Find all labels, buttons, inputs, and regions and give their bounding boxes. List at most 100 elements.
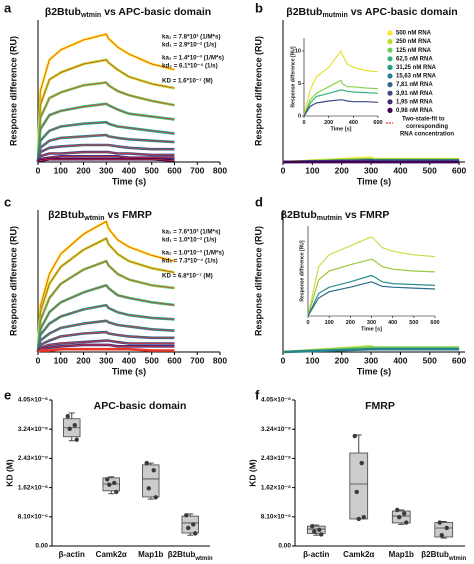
x-tick-label: 800 [213,355,227,365]
legend-marker [387,82,393,88]
panel-title: β2Btubmutmin vs APC-basic domain [286,6,457,20]
data-point [184,513,189,518]
x-tick-label: 400 [393,355,407,365]
x-tick-label: Camk2α [343,550,374,559]
data-point [404,520,409,525]
data-point [437,520,442,525]
title-part: β2Btub [281,209,317,221]
data-line [307,281,436,317]
data-point [317,527,322,532]
box [142,464,160,498]
x-tick-label: 800 [213,165,227,175]
legend-label: 15,63 nM RNA [396,74,437,80]
annotation: kd₁ = 1.0*10⁻² (1/s) [162,237,217,244]
fit-line [37,59,175,163]
data-line [303,50,379,117]
x-tick-label: β2Btubwtmin [168,550,213,561]
x-tick-label: 700 [190,165,204,175]
y-axis-label: Response difference [RU] [290,46,296,107]
panel-label: b [255,0,263,15]
panel-title: APC-basic domain [94,400,187,412]
x-tick-label: 600 [167,355,181,365]
panel-title: β2Btubwtmin vs FMRP [48,209,152,223]
x-tick-label: 600 [430,320,439,326]
data-point [186,525,191,531]
box [306,525,326,534]
box [181,515,199,534]
fit-line [37,320,175,353]
legend-label: 3,91 nM RNA [396,91,433,97]
x-tick-label: 100 [325,320,334,326]
x-tick-label: 500 [145,165,159,175]
data-point [312,529,317,534]
x-tick-label: 300 [364,165,378,175]
fit-line [37,237,175,353]
fit-line [37,348,175,353]
x-tick-label: 200 [76,355,90,365]
legend-marker [387,90,393,96]
title-part: mutmin [317,215,342,222]
x-tick-label: β2Btubwtmin [421,550,466,561]
annotation: kd₂ = 7.3*10⁻⁴ (1/s) [162,258,218,265]
x-tick-label: 400 [122,355,136,365]
data-point [352,433,357,439]
x-tick-label: 400 [122,165,136,175]
data-point [151,468,156,473]
x-tick-label: 500 [409,320,418,326]
fit-line [37,158,175,163]
legend-label: 0,98 nM RNA [396,108,433,114]
panel-title: FMRP [365,400,395,412]
y-tick-label: 3.24×10⁻⁸ [18,426,48,433]
legend-fit-label: corresponding [406,124,448,130]
legend-marker [387,107,393,113]
category-subscript: wtmin [194,556,213,562]
x-tick-label: 200 [335,355,349,365]
fit-line [37,155,175,163]
y-tick-label: 1.62×10⁻⁸ [18,484,48,491]
legend-label: 250 nM RNA [396,39,432,45]
category-name: Camk2α [96,550,127,559]
y-axis-label: Response difference (RU) [8,226,18,336]
y-tick-label: 3.24×10⁻⁸ [261,426,291,433]
data-point [107,482,112,487]
x-tick-label: 0 [36,165,41,175]
data-point [354,489,359,495]
legend-label: 500 nM RNA [396,31,432,37]
x-tick-label: 500 [423,165,437,175]
y-axis-label: Response difference [RU] [299,240,305,301]
legend-marker [387,64,393,70]
x-tick-label: 600 [452,165,466,175]
x-tick-label: Camk2α [96,550,127,559]
x-tick-label: Map1b [138,550,163,559]
annotation: ka₂ = 1.4*10⁻³ (1/M*s) [162,55,224,62]
data-point [439,532,444,538]
x-tick-label: 100 [305,165,319,175]
data-point [67,426,72,432]
annotation: KD = 1.6*10⁻⁷ (M) [162,78,213,85]
x-tick-label: 600 [452,355,466,365]
y-tick-label: 5 [298,81,301,87]
y-tick-label: 4.05×10⁻⁸ [261,397,291,404]
category-name: Map1b [389,550,414,559]
fit-line [37,340,175,353]
fit-line [37,284,175,353]
data-point [395,507,400,513]
x-axis-label: Time (s) [357,366,391,376]
fit-line [37,134,175,163]
data-line [307,236,436,317]
y-tick-label: 0.00 [35,543,48,550]
category-name: Camk2α [343,550,374,559]
legend-marker [387,99,393,105]
data-point [397,514,402,520]
title-part: vs APC-basic domain [351,6,458,18]
y-axis-label: KD (M) [4,459,14,487]
title-part: wtmin [83,215,104,222]
data-point [74,437,79,442]
fit-line [37,121,175,163]
annotation: kd₂ = 6.1*10⁻⁴ (1/s) [162,63,218,70]
data-point [359,460,364,466]
legend-marker [387,30,393,36]
y-axis-label: KD (M) [247,459,257,487]
panel-label: c [4,194,11,209]
title-part: vs APC-basic domain [104,6,211,18]
